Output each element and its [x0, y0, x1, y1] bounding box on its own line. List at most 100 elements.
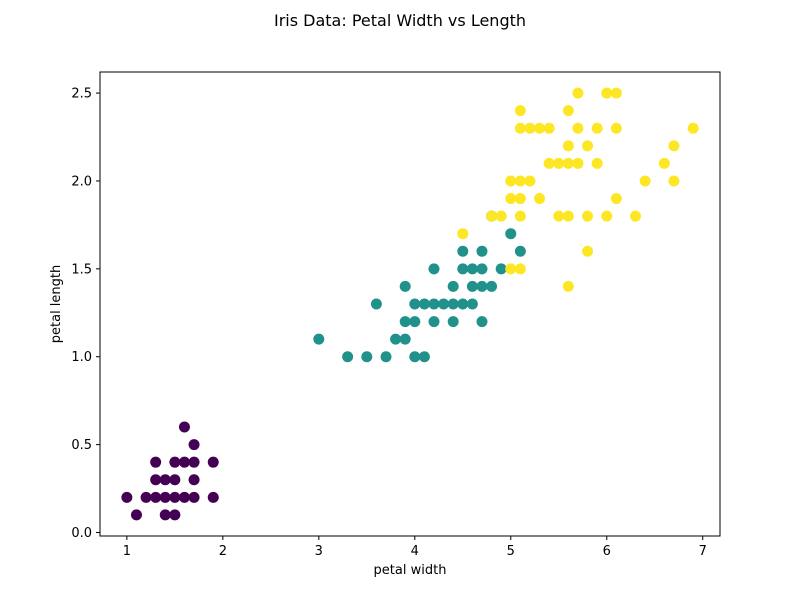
data-point [457, 228, 469, 240]
data-point [188, 474, 200, 486]
data-point [447, 280, 459, 292]
data-point [572, 87, 584, 99]
data-point [524, 175, 536, 187]
data-point [207, 456, 219, 468]
data-point [159, 491, 171, 503]
y-tick-label: 1.5 [71, 262, 92, 277]
y-tick-label: 0.5 [71, 438, 92, 453]
data-point [428, 298, 440, 310]
data-point [130, 509, 142, 521]
data-point [399, 316, 411, 328]
data-point [639, 175, 651, 187]
data-point [582, 140, 594, 152]
data-point [159, 509, 171, 521]
data-point [466, 298, 478, 310]
data-point [466, 280, 478, 292]
data-point [447, 298, 459, 310]
data-point [159, 474, 171, 486]
x-axis: 1 2 3 4 5 6 7 [123, 536, 707, 559]
data-point [486, 210, 498, 222]
data-point [514, 245, 526, 257]
data-point [562, 140, 574, 152]
data-point [399, 333, 411, 345]
data-point [313, 333, 325, 345]
data-point [687, 122, 699, 134]
data-point [428, 263, 440, 275]
data-point [188, 456, 200, 468]
data-point [610, 87, 622, 99]
data-point [150, 491, 162, 503]
data-point [668, 140, 680, 152]
x-tick-label: 4 [411, 544, 419, 559]
data-point [562, 105, 574, 117]
plot-frame [99, 71, 721, 537]
data-point [457, 298, 469, 310]
data-point [409, 351, 421, 363]
data-point [457, 263, 469, 275]
points-layer [121, 87, 699, 521]
data-point [486, 280, 498, 292]
x-tick-label: 2 [219, 544, 227, 559]
series-2 [457, 87, 699, 292]
data-point [418, 351, 430, 363]
data-point [409, 316, 421, 328]
data-point [543, 122, 555, 134]
data-point [572, 122, 584, 134]
data-point [562, 280, 574, 292]
data-point [505, 175, 517, 187]
data-point [505, 263, 517, 275]
data-point [591, 122, 603, 134]
data-point [457, 245, 469, 257]
data-point [476, 316, 488, 328]
data-point [514, 210, 526, 222]
data-point [476, 263, 488, 275]
data-point [361, 351, 373, 363]
y-tick-label: 2.0 [71, 174, 92, 189]
data-point [582, 245, 594, 257]
data-point [601, 210, 613, 222]
data-point [370, 298, 382, 310]
data-point [505, 193, 517, 205]
data-point [514, 193, 526, 205]
data-point [514, 263, 526, 275]
data-point [553, 157, 565, 169]
data-point [495, 210, 507, 222]
series-0 [121, 421, 219, 521]
y-tick-label: 0.0 [71, 526, 92, 541]
data-point [630, 210, 642, 222]
data-point [342, 351, 354, 363]
data-point [514, 122, 526, 134]
data-point [582, 210, 594, 222]
data-point [572, 157, 584, 169]
data-point [169, 474, 181, 486]
y-tick-label: 2.5 [71, 87, 92, 102]
data-point [380, 351, 392, 363]
data-point [428, 316, 440, 328]
data-point [390, 333, 402, 345]
data-point [178, 456, 190, 468]
data-point [438, 298, 450, 310]
x-tick-label: 3 [315, 544, 323, 559]
data-point [534, 193, 546, 205]
x-tick-label: 1 [123, 544, 131, 559]
y-axis-label: petal length [49, 265, 64, 344]
data-point [591, 157, 603, 169]
data-point [658, 157, 670, 169]
data-point [150, 456, 162, 468]
data-point [562, 157, 574, 169]
data-point [562, 210, 574, 222]
data-point [178, 491, 190, 503]
x-tick-label: 5 [507, 544, 515, 559]
data-point [668, 175, 680, 187]
data-point [524, 122, 536, 134]
x-axis-label: petal width [374, 563, 447, 578]
data-point [543, 157, 555, 169]
data-point [169, 456, 181, 468]
data-point [207, 491, 219, 503]
data-point [447, 316, 459, 328]
data-point [150, 474, 162, 486]
data-point [514, 175, 526, 187]
data-point [140, 491, 152, 503]
